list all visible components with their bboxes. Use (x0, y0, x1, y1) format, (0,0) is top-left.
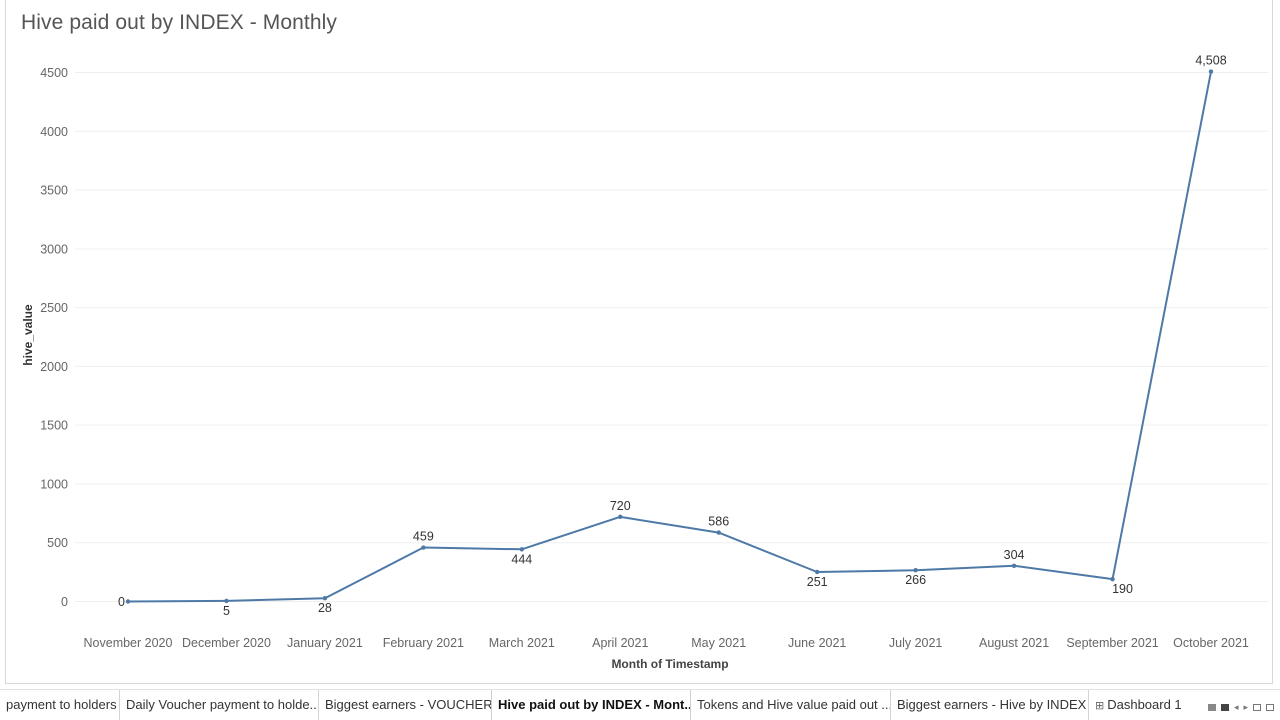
x-tick-label: November 2020 (84, 636, 173, 650)
x-tick-label: December 2020 (182, 636, 271, 650)
data-label: 720 (610, 499, 631, 513)
show-filmstrip-icon[interactable] (1207, 703, 1216, 711)
y-tick-label: 500 (47, 536, 68, 550)
y-axis-ticks: 0 500 1000 1500 2000 2500 3000 3500 4000 4500 (40, 66, 68, 609)
data-label: 459 (413, 530, 434, 544)
x-tick-label: July 2021 (889, 636, 943, 650)
tab-label: Hive paid out by INDEX - Mont... (498, 697, 691, 712)
tab-label: Tokens and Hive value paid out ... (697, 697, 891, 712)
x-tick-label: August 2021 (979, 636, 1049, 650)
data-label: 586 (708, 515, 729, 529)
data-point (421, 545, 426, 550)
data-label: 4,508 (1195, 54, 1226, 68)
data-point (1011, 563, 1017, 568)
y-tick-label: 4000 (40, 125, 68, 139)
data-label: 0 (118, 595, 125, 609)
y-tick-label: 3500 (40, 184, 68, 198)
tab-label: Biggest earners - Hive by INDEX (897, 697, 1087, 712)
tab-dashboard-1[interactable]: ⊞ Dashboard 1 (1089, 690, 1189, 720)
y-tick-label: 3000 (40, 242, 68, 256)
y-tick-label: 1000 (40, 477, 68, 491)
tab-label: payment to holders (6, 697, 117, 712)
data-point (1110, 576, 1115, 582)
data-point (224, 598, 229, 604)
y-tick-label: 2500 (40, 301, 68, 315)
tab-payment-to-holders[interactable]: payment to holders (0, 690, 120, 720)
x-tick-label: October 2021 (1173, 636, 1249, 650)
x-axis-ticks: November 2020 December 2020 January 2021 Fe… (84, 636, 1249, 650)
tab-hive-paid-out-monthly[interactable]: Hive paid out by INDEX - Mont... (491, 690, 691, 720)
x-tick-label: April 2021 (592, 636, 648, 650)
data-label: 304 (1004, 548, 1025, 562)
tab-biggest-earners-hive[interactable]: Biggest earners - Hive by INDEX (891, 690, 1089, 720)
tab-label: Dashboard 1 (1107, 697, 1182, 712)
y-tick-label: 1500 (40, 419, 68, 433)
data-point (1208, 69, 1214, 74)
presentation-mode-icon[interactable] (1266, 703, 1274, 711)
tab-label: Daily Voucher payment to holde... (126, 697, 319, 712)
data-point (519, 547, 525, 552)
data-point (322, 596, 328, 601)
data-label: 251 (807, 575, 828, 589)
fit-view-icon[interactable] (1253, 703, 1261, 711)
line-chart: 0 500 1000 1500 2000 2500 3000 3500 4000 4500 Nov… (21, 54, 1268, 671)
x-tick-label: June 2021 (788, 636, 846, 650)
series-line (127, 71, 1212, 603)
sheet-title: Hive paid out by INDEX - Monthly (21, 11, 337, 34)
data-label: 444 (511, 552, 532, 566)
worksheet-frame: Hive paid out by INDEX - Monthly (5, 0, 1273, 684)
x-axis-title: Month of Timestamp (611, 657, 728, 671)
data-point (716, 530, 721, 535)
data-label: 5 (223, 604, 230, 618)
data-point (913, 568, 918, 573)
x-tick-label: May 2021 (691, 636, 746, 650)
tab-label: Biggest earners - VOUCHER (325, 697, 491, 712)
previous-sheet-icon[interactable]: ◂ (1233, 702, 1239, 712)
series-hive-value: 0 5 28 459 444 720 586 251 266 304 190 4,508 (118, 54, 1227, 618)
next-sheet-icon[interactable]: ▸ (1243, 702, 1248, 712)
show-tabs-icon[interactable] (1220, 703, 1229, 711)
y-axis-title: hive_value (21, 304, 35, 366)
data-label: 28 (318, 601, 332, 615)
y-tick-label: 2000 (40, 360, 68, 374)
data-point (125, 599, 131, 604)
data-label: 266 (905, 573, 926, 587)
data-label: 190 (1112, 582, 1133, 596)
tab-biggest-earners-voucher[interactable]: Biggest earners - VOUCHER (319, 690, 491, 720)
dashboard-icon: ⊞ (1095, 700, 1105, 712)
tab-tokens-and-hive-value[interactable]: Tokens and Hive value paid out ... (691, 690, 891, 720)
sheet-tab-bar: payment to holders Daily Voucher payment… (0, 689, 1280, 720)
y-tick-label: 4500 (40, 66, 68, 80)
data-point (814, 569, 820, 575)
gridlines (75, 72, 1268, 602)
x-tick-label: February 2021 (383, 636, 464, 650)
data-point (618, 514, 623, 520)
tab-daily-voucher-payment[interactable]: Daily Voucher payment to holde... (120, 690, 319, 720)
y-tick-label: 0 (61, 595, 68, 609)
x-tick-label: March 2021 (489, 636, 555, 650)
x-tick-label: January 2021 (287, 636, 363, 650)
sheet-nav-controls: ◂ ▸ (1207, 700, 1274, 714)
x-tick-label: September 2021 (1066, 636, 1158, 650)
